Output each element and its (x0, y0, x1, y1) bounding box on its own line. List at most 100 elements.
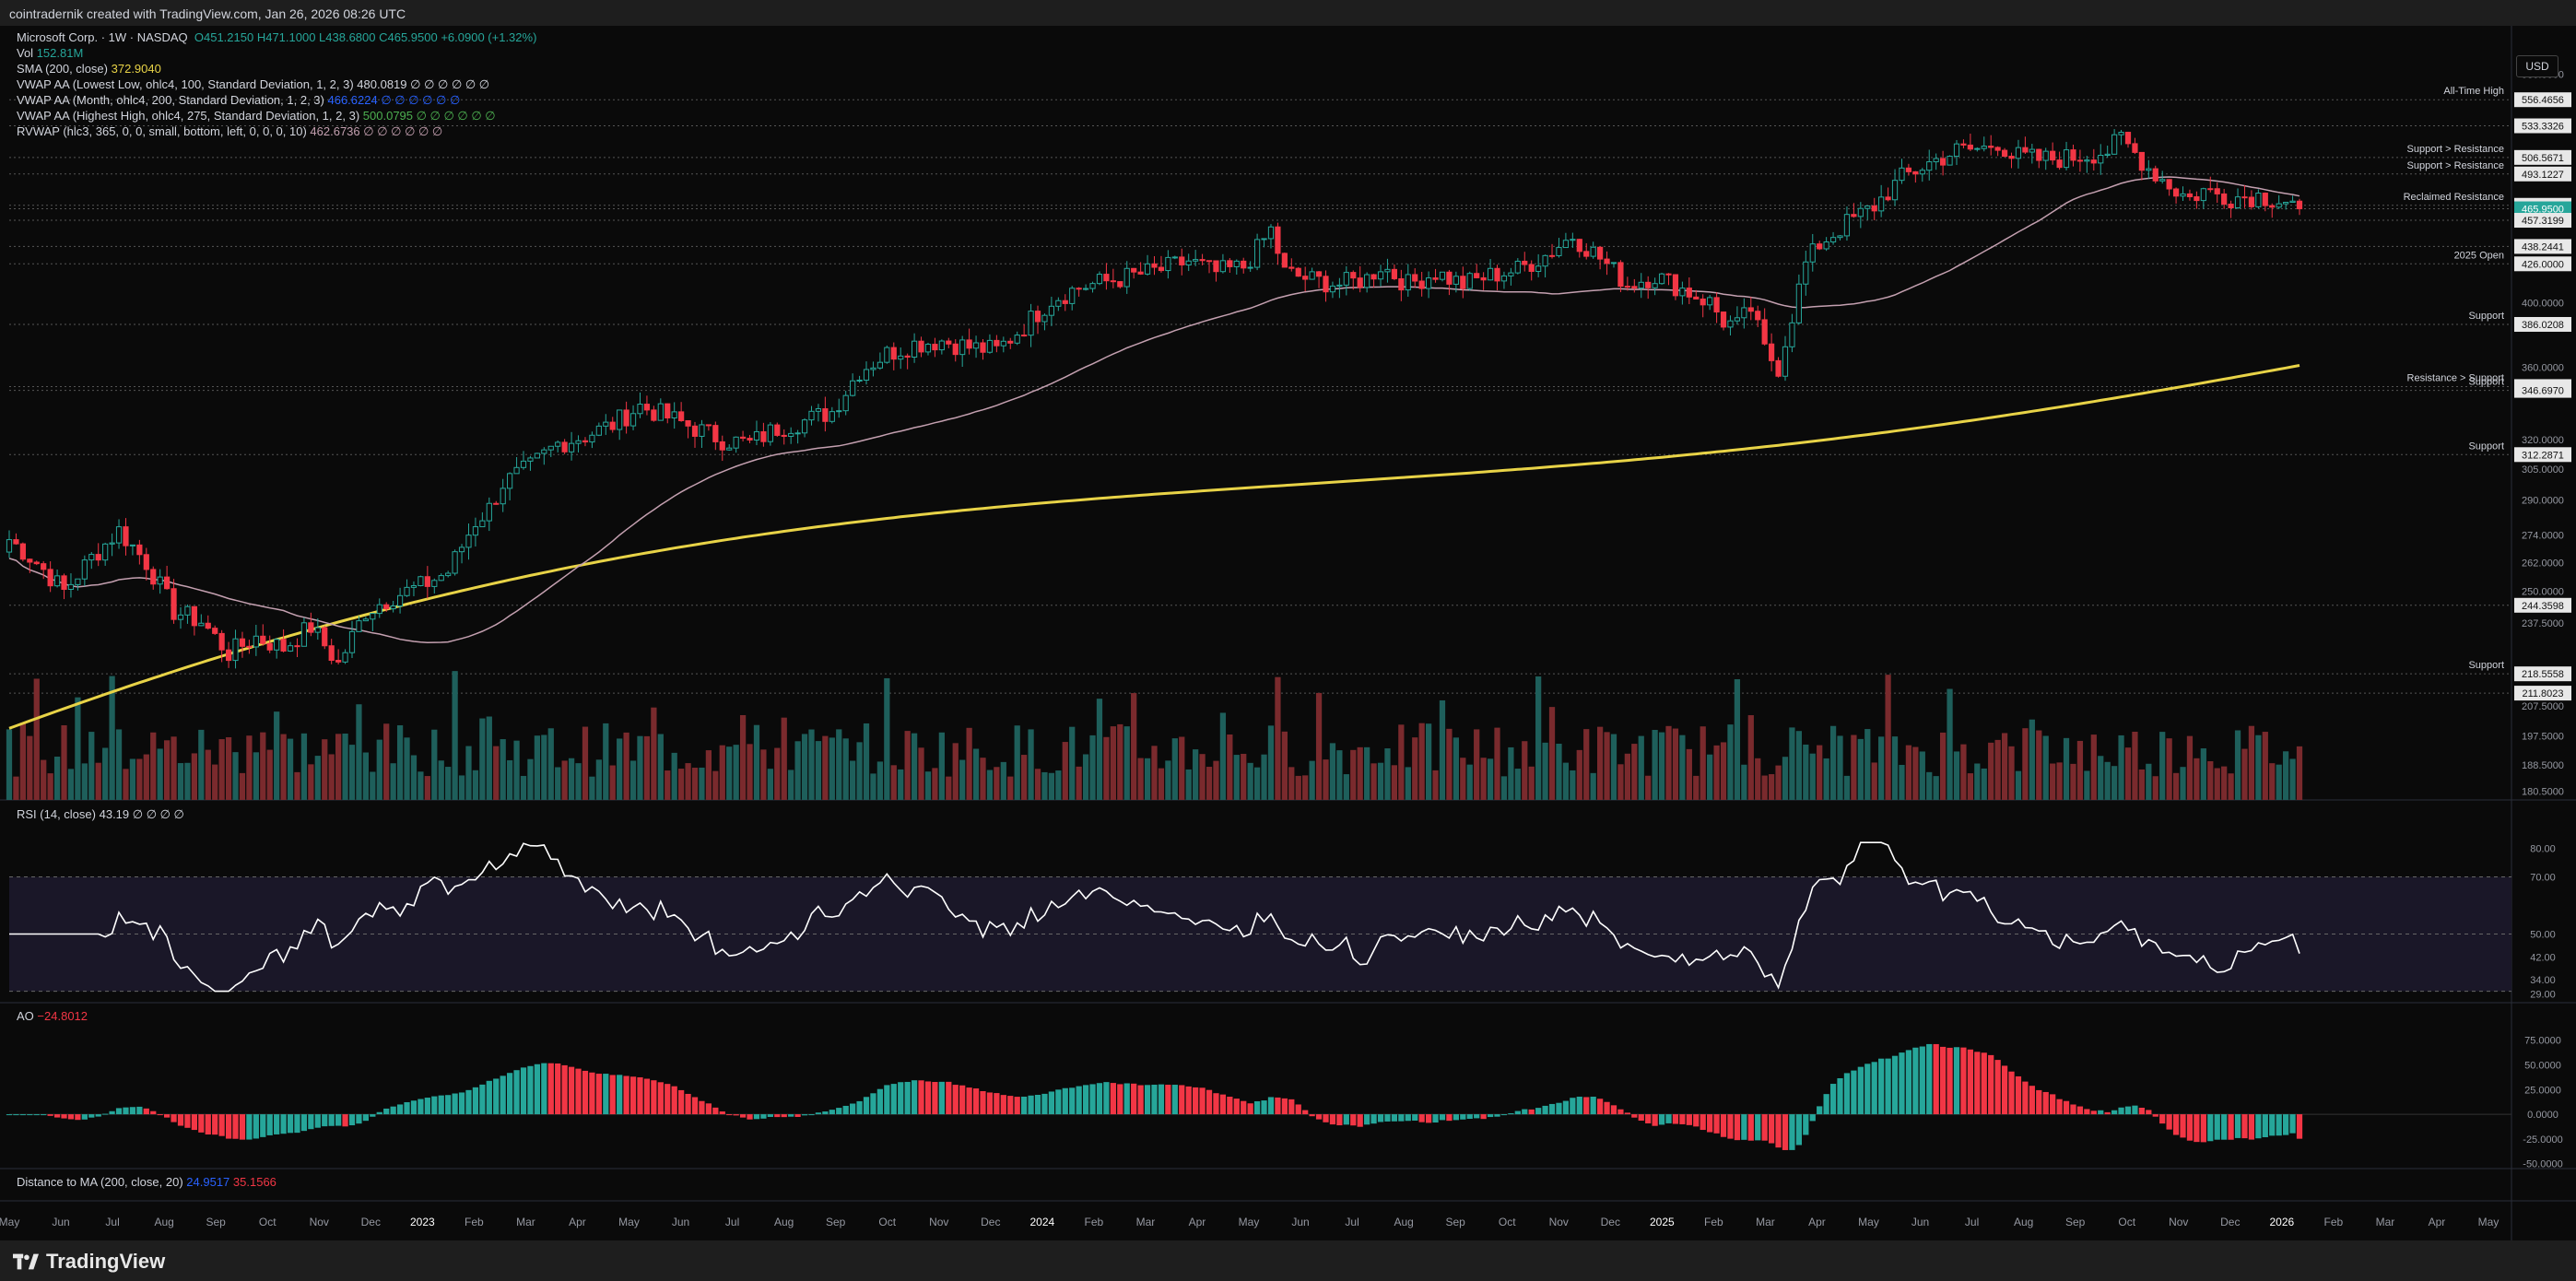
ao-bar (109, 1111, 115, 1115)
ao-bar (1864, 1064, 1871, 1115)
ao-bar (1253, 1100, 1261, 1115)
price-label-box (2514, 256, 2571, 272)
candle-body (431, 580, 438, 587)
ao-bar (1741, 1114, 1747, 1140)
candle-body (685, 419, 691, 427)
candle-body (555, 441, 561, 447)
volume-bar (719, 745, 725, 800)
volume-bar (726, 746, 733, 800)
ao-bar (2050, 1094, 2056, 1115)
ao-bar (2146, 1110, 2152, 1115)
volume-bar (1261, 754, 1267, 800)
ao-bar (314, 1114, 321, 1128)
volume-bar (95, 762, 101, 800)
volume-bar (657, 734, 664, 800)
ao-bar (6, 1114, 13, 1116)
candle-body (1117, 281, 1123, 288)
tradingview-logo-icon (13, 1253, 39, 1270)
sma-200-line (8, 364, 2300, 730)
volume-bar (1720, 742, 1727, 800)
volume-bar (1494, 727, 1500, 800)
candle-body (465, 535, 472, 548)
ao-bar (1055, 1089, 1062, 1115)
ao-bar (2029, 1086, 2035, 1115)
volume-bar (924, 771, 932, 800)
candle-body (1233, 260, 1240, 267)
ao-bar (1131, 1083, 1137, 1115)
volume-bar (1151, 746, 1158, 800)
candle-body (561, 441, 568, 452)
candle-body (1370, 274, 1377, 280)
ao-bar (205, 1114, 211, 1135)
ao-bar (1432, 1114, 1439, 1123)
ao-bar (842, 1105, 849, 1115)
ao-bar (870, 1093, 876, 1115)
volume-bar (2001, 733, 2008, 800)
candle-body (568, 442, 575, 452)
candle-body (904, 355, 911, 358)
time-tick-label: Jun (672, 1216, 689, 1228)
volume-bar (1241, 753, 1247, 800)
volume-bar (1295, 775, 1301, 800)
candle-body (191, 605, 197, 627)
volume-bar (1891, 736, 1899, 800)
legend-vwap2-value: 466.6224 ∅ ∅ ∅ ∅ ∅ ∅ (327, 93, 461, 107)
chart-svg[interactable]: All-Time High Support > Resistance Support… (0, 26, 2576, 1240)
level-label: Support > Resistance (2407, 144, 2504, 155)
candle-body (1206, 260, 1213, 263)
ao-bar (370, 1114, 376, 1117)
volume-bar (2194, 758, 2200, 800)
candle-body (1315, 271, 1323, 277)
volume-bar (2104, 761, 2111, 800)
candle-body (225, 649, 232, 662)
legend-vwap2-label: VWAP AA (Month, ohlc4, 200, Standard Dev… (17, 93, 324, 107)
ao-bar (2282, 1114, 2289, 1135)
volume-bar (739, 714, 747, 800)
time-tick-label: 2026 (2269, 1216, 2294, 1228)
volume-bar (959, 759, 966, 800)
candle-body (1384, 268, 1391, 273)
ao-bar (2084, 1109, 2090, 1115)
ao-bar (218, 1114, 225, 1136)
level-label: Resistance > Support (2407, 372, 2504, 383)
price-tick-label: 426.0000 (2522, 259, 2564, 270)
ao-bar (1261, 1100, 1267, 1115)
time-tick-label: May (0, 1216, 19, 1228)
volume-bar (2124, 747, 2132, 800)
time-tick-label: Jun (1291, 1216, 1309, 1228)
candle-body (1974, 147, 1981, 150)
price-tick-label: 180.5000 (2522, 787, 2564, 798)
candle-body (6, 539, 13, 553)
volume-bar (356, 704, 362, 800)
volume-bar (472, 770, 479, 800)
currency-button[interactable]: USD (2516, 55, 2558, 77)
chart-area[interactable]: All-Time High Support > Resistance Support… (0, 26, 2576, 1240)
candle-body (1514, 260, 1521, 274)
volume-bar (1364, 746, 1370, 800)
time-tick-label: Apr (569, 1216, 586, 1228)
ao-bar (986, 1092, 994, 1115)
ao-bar (946, 1081, 952, 1115)
volume-bar (1672, 728, 1679, 800)
volume-bar (1960, 744, 1967, 800)
candle-body (801, 419, 808, 434)
ao-bar (1679, 1114, 1686, 1124)
price-tick-label: 250.0000 (2522, 587, 2564, 598)
ao-bar (1144, 1085, 1151, 1115)
time-tick-label: Apr (1189, 1216, 1206, 1228)
time-tick-label: Feb (2324, 1216, 2344, 1228)
volume-bar (218, 739, 225, 800)
ao-bar (1617, 1109, 1624, 1115)
candle-body (2132, 143, 2138, 153)
candle-body (1562, 240, 1570, 249)
legend-ao: AO −24.8012 (17, 1008, 88, 1024)
ao-bar (1453, 1114, 1459, 1121)
candle-body (547, 445, 554, 451)
candle-body (53, 575, 61, 587)
rsi-tick-label: 50.00 (2530, 930, 2556, 941)
volume-bar (1652, 729, 1658, 800)
candle-body (2289, 200, 2296, 204)
volume-bar (651, 707, 657, 800)
candle-body (1940, 158, 1947, 166)
candle-body (609, 421, 616, 430)
